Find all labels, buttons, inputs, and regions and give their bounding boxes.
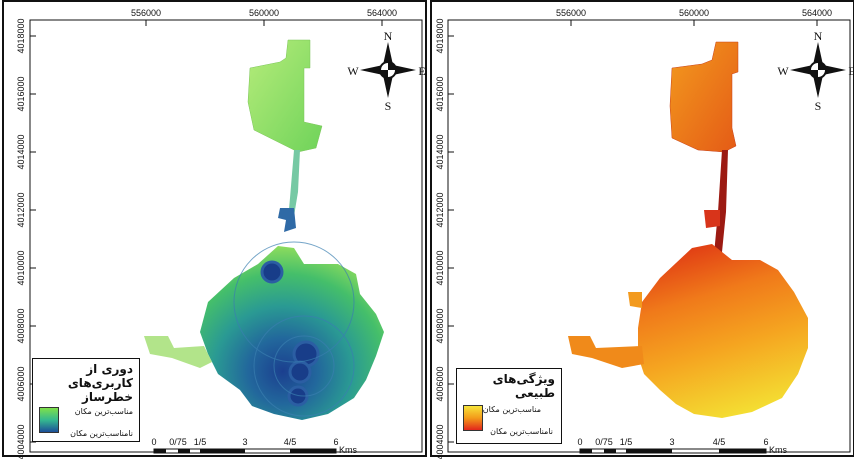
scale-label: 0/75 (169, 437, 187, 447)
y-tick-label: 4004000 (16, 424, 26, 459)
legend-right: ویژگی‌های طبیعی مناسب‌ترین مکان نامناسب‌… (456, 368, 562, 444)
scale-label: 6 (333, 437, 338, 447)
compass-n: N (814, 29, 823, 43)
y-tick-label: 4016000 (435, 76, 445, 111)
scale-label: 4/5 (713, 437, 726, 447)
scale-label: 0 (577, 437, 582, 447)
x-tick-label: 564000 (802, 8, 832, 18)
y-tick-label: 4014000 (16, 134, 26, 169)
y-tick-label: 4010000 (16, 250, 26, 285)
scale-label: 4/5 (284, 437, 297, 447)
legend-left: دوری از کاربری‌های خطرساز مناسب‌ترین مکا… (32, 358, 140, 442)
scale-label: 3 (669, 437, 674, 447)
legend-low-label: نامناسب‌ترین مکان (70, 429, 133, 438)
compass-n: N (384, 29, 393, 43)
corridor-patch (278, 208, 296, 232)
north-arrow-icon: N S E W (777, 29, 854, 113)
city-main-area (200, 246, 384, 420)
map-panel-hazard-distance: 556000 560000 564000 4018000 4016000 401… (2, 0, 427, 459)
city-north-district (669, 41, 739, 153)
x-tick-label: 560000 (249, 8, 279, 18)
y-tick-label: 4012000 (435, 192, 445, 227)
city-west-patch (628, 292, 642, 308)
compass-w: W (777, 64, 789, 78)
legend-high-label: مناسب‌ترین مکان (74, 407, 133, 416)
city-west-extension (568, 336, 644, 368)
legend-title: ویژگی‌های طبیعی (492, 372, 555, 400)
legend-low-label: نامناسب‌ترین مکان (490, 427, 553, 436)
y-tick-label: 4010000 (435, 250, 445, 285)
compass-w: W (347, 64, 359, 78)
corridor-road (714, 150, 728, 254)
legend-high-label: مناسب‌ترین مکان (482, 405, 541, 414)
scale-unit: Kms (339, 445, 358, 455)
x-tick-label: 564000 (367, 8, 397, 18)
city-main-area (638, 244, 808, 418)
city-north-district (247, 39, 323, 153)
y-tick-label: 4018000 (16, 18, 26, 53)
scale-label: 1/5 (194, 437, 207, 447)
hazard-hotspot (288, 360, 312, 384)
y-tick-label: 4012000 (16, 192, 26, 227)
scale-label: 0/75 (595, 437, 613, 447)
y-tick-label: 4016000 (16, 76, 26, 111)
scale-bar: 0 0/75 1/5 3 4/5 6 Kms (151, 437, 357, 455)
compass-s: S (385, 99, 392, 113)
scale-label: 6 (763, 437, 768, 447)
map-canvas-left: 556000 560000 564000 4018000 4016000 401… (16, 8, 426, 459)
y-tick-label: 4014000 (435, 134, 445, 169)
scale-bar: 0 0/75 1/5 3 4/5 6 Kms (577, 437, 787, 455)
corridor-patch (704, 210, 720, 228)
scale-label: 0 (151, 437, 156, 447)
compass-e: E (418, 64, 425, 78)
y-tick-label: 4018000 (435, 18, 445, 53)
y-tick-label: 4006000 (16, 366, 26, 401)
y-tick-label: 4008000 (16, 308, 26, 343)
legend-title: دوری از کاربری‌های خطرساز (67, 362, 133, 404)
map-canvas-right: 556000 560000 564000 4018000 4016000 401… (435, 8, 854, 459)
legend-color-ramp (39, 407, 59, 433)
y-tick-label: 4006000 (435, 366, 445, 401)
compass-e: E (848, 64, 854, 78)
x-tick-label: 556000 (131, 8, 161, 18)
city-west-extension (144, 336, 212, 368)
x-tick-label: 556000 (556, 8, 586, 18)
hazard-hotspot (260, 260, 284, 284)
scale-label: 1/5 (620, 437, 633, 447)
scale-label: 3 (242, 437, 247, 447)
corridor-road (288, 150, 300, 220)
north-arrow-icon: N S E W (347, 29, 425, 113)
x-tick-label: 560000 (679, 8, 709, 18)
y-tick-label: 4004000 (435, 424, 445, 459)
map-panel-natural-features: 556000 560000 564000 4018000 4016000 401… (430, 0, 854, 459)
compass-s: S (815, 99, 822, 113)
legend-color-ramp (463, 405, 483, 431)
y-tick-label: 4008000 (435, 308, 445, 343)
scale-unit: Kms (769, 445, 788, 455)
